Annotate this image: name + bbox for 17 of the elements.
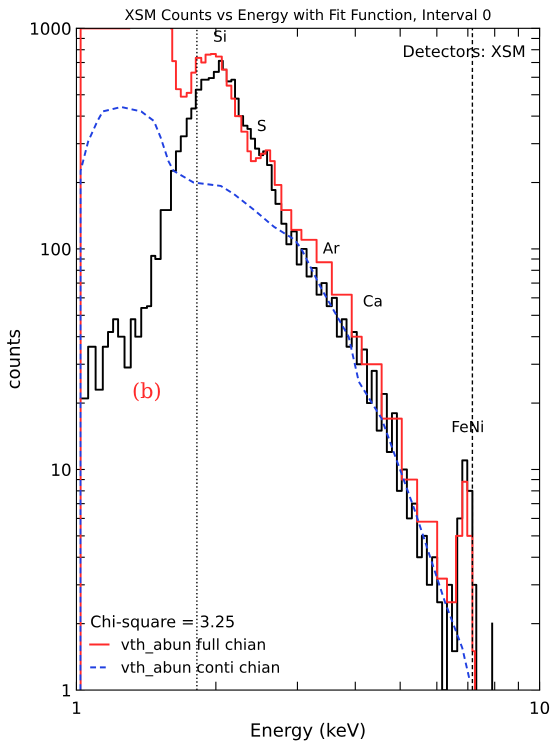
annotation: FeNi <box>452 420 483 432</box>
chart-title: XSM Counts vs Energy with Fit Function, Interval 0 <box>124 8 491 24</box>
y-tick-label: 100 <box>42 242 70 256</box>
legend-label: vth_abun conti chian <box>121 661 279 676</box>
y-tick-label: 1000 <box>31 22 70 35</box>
x-axis-title: Energy (keV) <box>252 722 365 740</box>
y-axis-title: counts <box>7 330 20 388</box>
annotation: S <box>258 120 266 132</box>
y-tick-label: 10 <box>52 463 70 476</box>
legend-title: Chi-square = 3.25 <box>91 615 234 631</box>
annotation: Detectors: XSM <box>404 45 524 58</box>
legend-label: vth_abun full chian <box>121 638 265 654</box>
annotation: (b) <box>134 382 160 402</box>
annotation: Ar <box>322 242 340 254</box>
annotation: Ca <box>364 295 382 307</box>
y-tick-label: 1 <box>62 684 70 696</box>
annotation: Si <box>214 30 226 42</box>
